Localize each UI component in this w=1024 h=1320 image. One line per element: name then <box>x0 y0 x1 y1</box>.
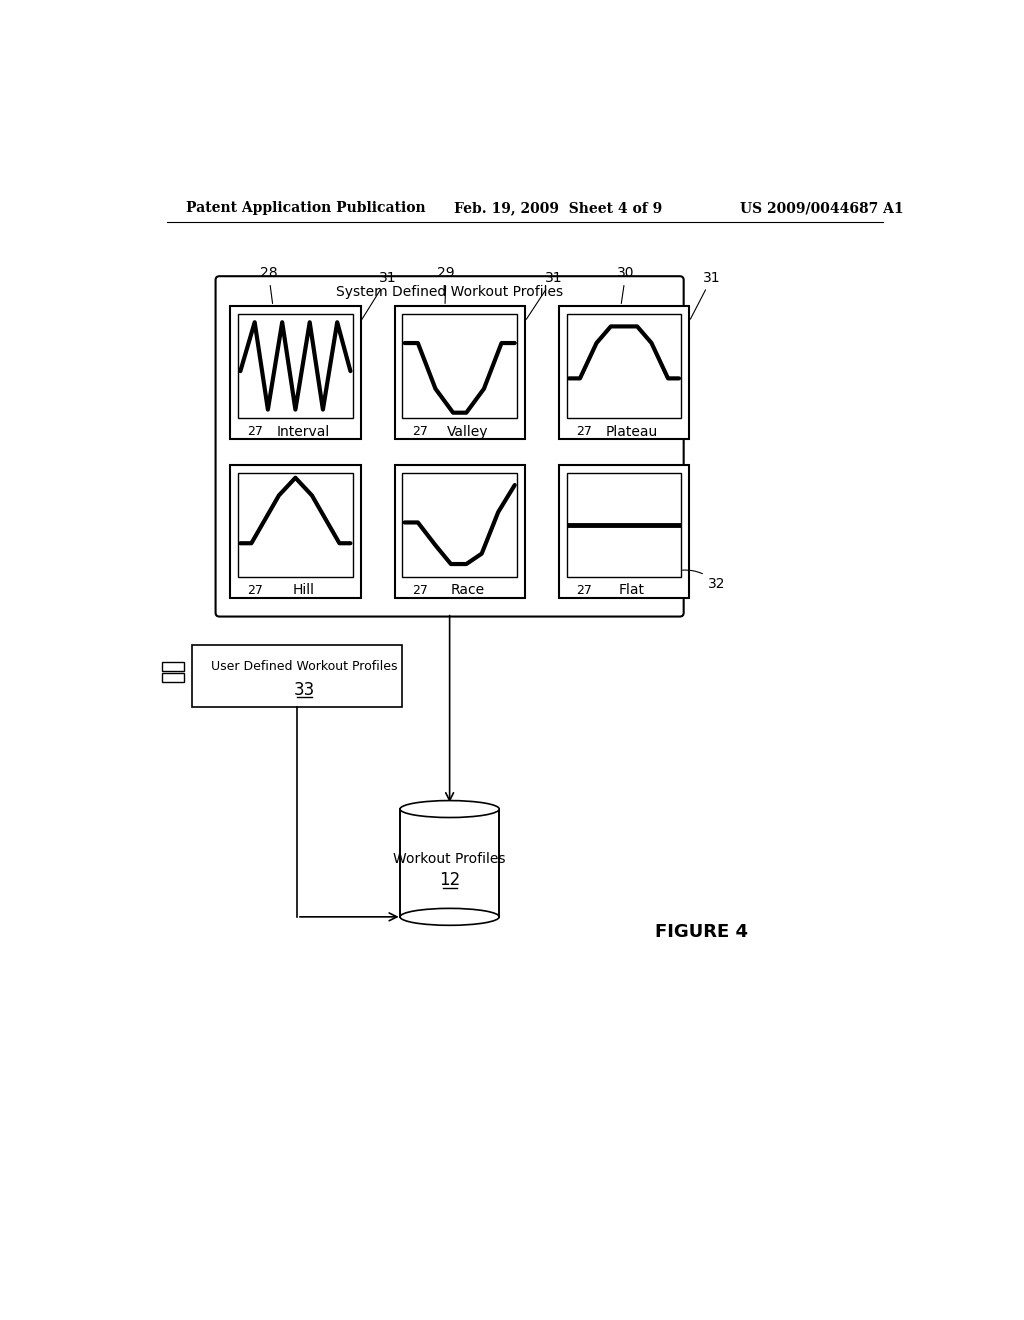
Text: 30: 30 <box>617 267 635 304</box>
Text: Hill: Hill <box>292 583 314 598</box>
Text: 27: 27 <box>412 425 428 438</box>
Text: 31: 31 <box>361 271 396 319</box>
Bar <box>566 473 681 577</box>
Ellipse shape <box>400 908 500 925</box>
Text: Workout Profiles: Workout Profiles <box>393 853 506 866</box>
Text: 28: 28 <box>260 267 278 304</box>
Text: 27: 27 <box>412 583 428 597</box>
Text: Feb. 19, 2009  Sheet 4 of 9: Feb. 19, 2009 Sheet 4 of 9 <box>454 202 662 215</box>
Bar <box>162 673 183 682</box>
Text: 27: 27 <box>248 583 263 597</box>
Bar <box>559 465 689 598</box>
Text: US 2009/0044687 A1: US 2009/0044687 A1 <box>740 202 904 215</box>
Text: 31: 31 <box>526 271 562 319</box>
Bar <box>238 473 352 577</box>
Bar <box>400 817 500 917</box>
Text: 29: 29 <box>437 267 455 304</box>
Text: Interval: Interval <box>276 425 330 438</box>
Bar <box>191 645 402 706</box>
Bar <box>394 465 525 598</box>
Text: 27: 27 <box>575 583 592 597</box>
Text: 12: 12 <box>439 871 460 888</box>
Bar <box>402 473 517 577</box>
Text: 31: 31 <box>690 271 721 319</box>
Text: FIGURE 4: FIGURE 4 <box>655 923 748 941</box>
Bar <box>162 663 183 671</box>
Bar <box>230 465 360 598</box>
Text: Plateau: Plateau <box>605 425 657 438</box>
Bar <box>402 314 517 418</box>
Text: Flat: Flat <box>618 583 645 598</box>
FancyBboxPatch shape <box>216 276 684 616</box>
Text: 32: 32 <box>683 570 725 591</box>
Text: Patent Application Publication: Patent Application Publication <box>186 202 426 215</box>
Text: Valley: Valley <box>446 425 488 438</box>
Text: Race: Race <box>451 583 484 598</box>
Text: 27: 27 <box>575 425 592 438</box>
Text: System Defined Workout Profiles: System Defined Workout Profiles <box>336 285 563 300</box>
Bar <box>566 314 681 418</box>
Bar <box>559 306 689 440</box>
Bar <box>394 306 525 440</box>
Text: 27: 27 <box>248 425 263 438</box>
Text: 33: 33 <box>294 681 315 698</box>
Text: User Defined Workout Profiles: User Defined Workout Profiles <box>211 660 398 673</box>
Bar <box>230 306 360 440</box>
Ellipse shape <box>400 800 500 817</box>
Bar <box>238 314 352 418</box>
